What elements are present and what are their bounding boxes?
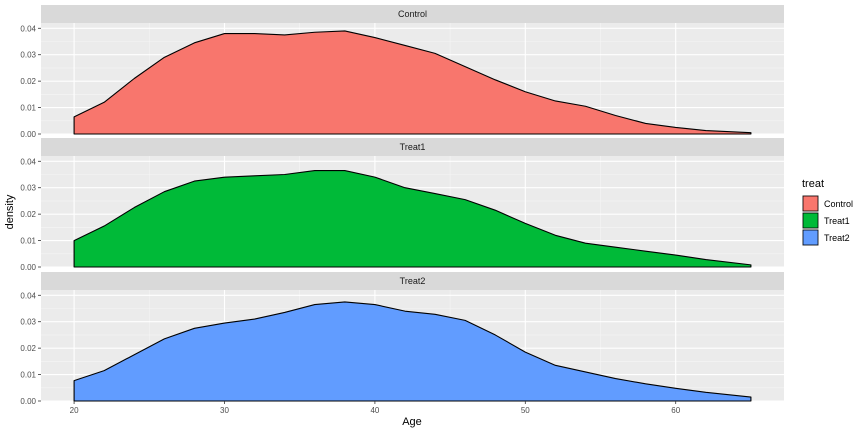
facet-strip-label: Treat1 bbox=[400, 142, 426, 152]
x-axis-title: Age bbox=[402, 416, 422, 428]
density-area-treat1 bbox=[73, 169, 752, 268]
x-axis: 20 30 40 50 60 bbox=[70, 401, 681, 415]
facet-strip bbox=[41, 138, 784, 156]
facet-panel-treat2: Treat2 0.00 0.01 0.02 0.03 0.04 bbox=[20, 272, 784, 406]
legend-item-treat2: Treat2 bbox=[802, 229, 850, 246]
density-area-control bbox=[73, 30, 752, 135]
legend: treat Control Treat1 Treat2 bbox=[802, 178, 853, 246]
facet-strip-label: Treat2 bbox=[400, 276, 426, 286]
legend-item-control: Control bbox=[802, 195, 853, 212]
density-area-treat2 bbox=[73, 301, 752, 402]
y-tick-label: 0.02 bbox=[20, 210, 36, 219]
x-tick-label: 30 bbox=[220, 406, 229, 415]
legend-swatch bbox=[802, 229, 819, 246]
y-tick-label: 0.00 bbox=[20, 130, 36, 139]
facet-strip-label: Control bbox=[398, 9, 427, 19]
facet-panel-control: Control 0.00 0.01 0.02 0.03 0.04 bbox=[20, 5, 784, 139]
legend-label: Treat1 bbox=[824, 216, 850, 226]
y-tick-label: 0.00 bbox=[20, 263, 36, 272]
y-tick-label: 0.03 bbox=[20, 184, 36, 193]
legend-swatch bbox=[802, 212, 819, 229]
y-tick-label: 0.01 bbox=[20, 104, 36, 113]
x-tick-label: 40 bbox=[370, 406, 379, 415]
legend-label: Control bbox=[824, 199, 853, 209]
legend-label: Treat2 bbox=[824, 233, 850, 243]
y-tick-label: 0.03 bbox=[20, 51, 36, 60]
y-tick-label: 0.01 bbox=[20, 371, 36, 380]
facet-panel-treat1: Treat1 0.00 0.01 0.02 0.03 0.04 bbox=[20, 138, 784, 272]
x-tick-label: 50 bbox=[521, 406, 530, 415]
y-tick-label: 0.04 bbox=[20, 24, 36, 33]
facet-panels: Control 0.00 0.01 0.02 0.03 0.04 Treat1 0.00 0.0… bbox=[20, 5, 784, 415]
y-tick-label: 0.04 bbox=[20, 291, 36, 300]
y-tick-label: 0.02 bbox=[20, 77, 36, 86]
y-tick-label: 0.04 bbox=[20, 157, 36, 166]
y-tick-label: 0.01 bbox=[20, 237, 36, 246]
x-tick-label: 60 bbox=[671, 406, 680, 415]
legend-swatch bbox=[802, 195, 819, 212]
x-tick-label: 20 bbox=[70, 406, 79, 415]
y-tick-label: 0.02 bbox=[20, 344, 36, 353]
facet-strip bbox=[41, 5, 784, 23]
y-tick-label: 0.00 bbox=[20, 397, 36, 406]
y-tick-label: 0.03 bbox=[20, 318, 36, 327]
y-axis-title: density bbox=[4, 194, 16, 229]
legend-title: treat bbox=[802, 178, 824, 190]
legend-item-treat1: Treat1 bbox=[802, 212, 850, 229]
facet-strip bbox=[41, 272, 784, 290]
